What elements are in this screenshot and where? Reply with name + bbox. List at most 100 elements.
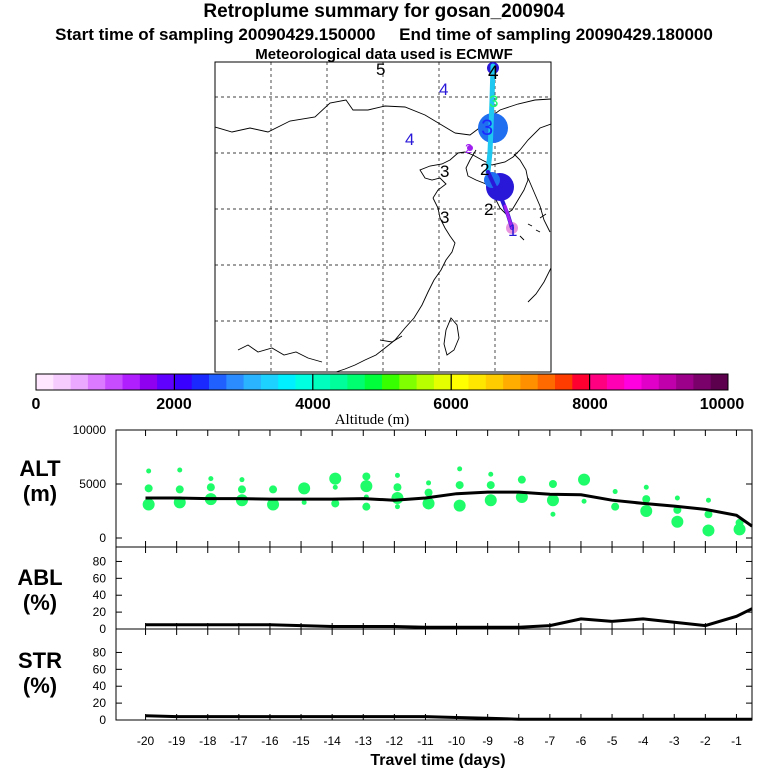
alt-point: [391, 492, 404, 505]
alt-point: [360, 480, 373, 493]
colorbar-tick-label: 10000: [700, 396, 745, 413]
colorbar-swatch: [641, 374, 660, 390]
y-tick-label: 40: [93, 588, 107, 602]
colorbar-swatch: [36, 374, 54, 390]
alt-point: [517, 475, 526, 484]
colorbar-dividers: [173, 374, 591, 390]
x-tick-label: -5: [607, 734, 618, 748]
str-y-ticks: 0 20 40 60 80: [93, 645, 752, 727]
x-tick-label: -14: [323, 734, 341, 748]
alt-point: [142, 498, 155, 511]
alt-point: [332, 484, 338, 490]
colorbar-swatch: [260, 374, 279, 390]
plume-label: 3: [440, 208, 449, 227]
y-tick-label: 20: [93, 605, 107, 619]
x-tick-label: -18: [199, 734, 217, 748]
colorbar-swatch: [157, 374, 175, 390]
alt-point: [578, 473, 591, 486]
plume-blob: [467, 145, 473, 151]
y-tick-label: 5000: [79, 477, 106, 491]
x-tick-label: -3: [669, 734, 680, 748]
alt-point: [484, 494, 497, 507]
time-series-panels: ALT (m) ABL (%) STR (%) 0 5000 10000 0 20 40…: [17, 423, 753, 768]
str-panel: 0 20 40 60 80: [93, 645, 752, 727]
colorbar-swatch: [433, 374, 452, 390]
str-ylabel-unit: (%): [23, 673, 57, 698]
alt-point: [455, 481, 464, 490]
alt-point: [394, 472, 400, 478]
x-tick-label: -11: [417, 734, 434, 748]
abl-line: [145, 607, 753, 629]
alt-point: [704, 510, 713, 519]
colorbar-swatch: [122, 374, 141, 390]
colorbar-tick-labels: 0 2000 4000 6000 8000 10000: [32, 396, 745, 413]
str-ylabel: STR: [18, 648, 62, 673]
plume-label: 3: [481, 115, 493, 140]
alt-point: [329, 472, 342, 485]
colorbar-swatch: [606, 374, 625, 390]
alt-point: [298, 482, 311, 495]
alt-point: [488, 471, 494, 477]
colorbar-swatch: [87, 374, 106, 390]
colorbar-swatch: [503, 374, 521, 390]
x-tick-label: -13: [355, 734, 373, 748]
plume-label: 4: [488, 63, 499, 84]
alt-point: [146, 468, 152, 474]
x-tick-label: -19: [168, 734, 186, 748]
str-line: [145, 714, 752, 721]
colorbar-swatch: [693, 374, 712, 390]
alt-point: [331, 499, 340, 508]
colorbar-swatch: [226, 374, 245, 390]
plume-label: 1: [508, 221, 517, 240]
colorbar-tick-label: 8000: [572, 396, 608, 413]
colorbar-swatches: [36, 374, 729, 390]
x-tick-label: -17: [230, 734, 248, 748]
colorbar-swatch: [174, 374, 193, 390]
x-tick-label: -6: [576, 734, 587, 748]
colorbar-swatch: [53, 374, 72, 390]
x-tick-label: -15: [292, 734, 310, 748]
colorbar-swatch: [330, 374, 348, 390]
colorbar-swatch: [555, 374, 573, 390]
colorbar-tick-label: 4000: [295, 396, 331, 413]
alt-ylabel: ALT: [19, 456, 61, 481]
y-tick-label: 40: [93, 679, 107, 693]
colorbar-swatch: [278, 374, 296, 390]
y-tick-label: 80: [93, 645, 107, 659]
x-tick-label: -7: [545, 734, 556, 748]
x-tick-label: -12: [386, 734, 404, 748]
colorbar-swatch: [191, 374, 210, 390]
colorbar-swatch: [399, 374, 418, 390]
y-tick-label: 80: [93, 554, 107, 568]
plume-label: 2: [480, 160, 489, 179]
chart-title: Retroplume summary for gosan_200904: [203, 1, 565, 22]
colorbar-swatch: [451, 374, 469, 390]
alt-point: [640, 505, 653, 517]
alt-point: [426, 480, 432, 486]
sampling-time-line: Start time of sampling 20090429.150000 E…: [55, 25, 713, 44]
alt-point: [362, 472, 371, 481]
y-tick-label: 60: [93, 571, 107, 585]
x-tick-label: -4: [638, 734, 649, 748]
retroplume-map: 5 4 4 3 4 3 3 2 3 2 2 1: [214, 61, 552, 373]
colorbar-swatch: [710, 374, 729, 390]
x-axis-ticks: -20 -19 -18 -17 -16 -15 -14 -13 -12 -11 -10 -9 -8 -7 -…: [137, 430, 742, 748]
alt-point: [206, 483, 215, 492]
colorbar-tick-label: 2000: [156, 396, 192, 413]
colorbar-tick-label: 6000: [433, 396, 469, 413]
colorbar-swatch: [295, 374, 314, 390]
colorbar-axis-label: Altitude (m): [335, 412, 410, 428]
colorbar-swatch: [572, 374, 591, 390]
plume-label: 4: [405, 130, 414, 149]
colorbar-swatch: [382, 374, 400, 390]
alt-point: [239, 477, 245, 483]
alt-point: [548, 480, 557, 488]
plume-label: 2: [465, 141, 472, 156]
colorbar-swatch: [624, 374, 642, 390]
trajectory-segment-upper: [485, 63, 496, 175]
x-tick-label: -16: [261, 734, 279, 748]
alt-point: [422, 497, 435, 510]
x-axis-label: Travel time (days): [370, 752, 505, 768]
altitude-colorbar: 0 2000 4000 6000 8000 10000 Altitude (m): [32, 373, 745, 428]
panels-frame: [115, 429, 753, 721]
